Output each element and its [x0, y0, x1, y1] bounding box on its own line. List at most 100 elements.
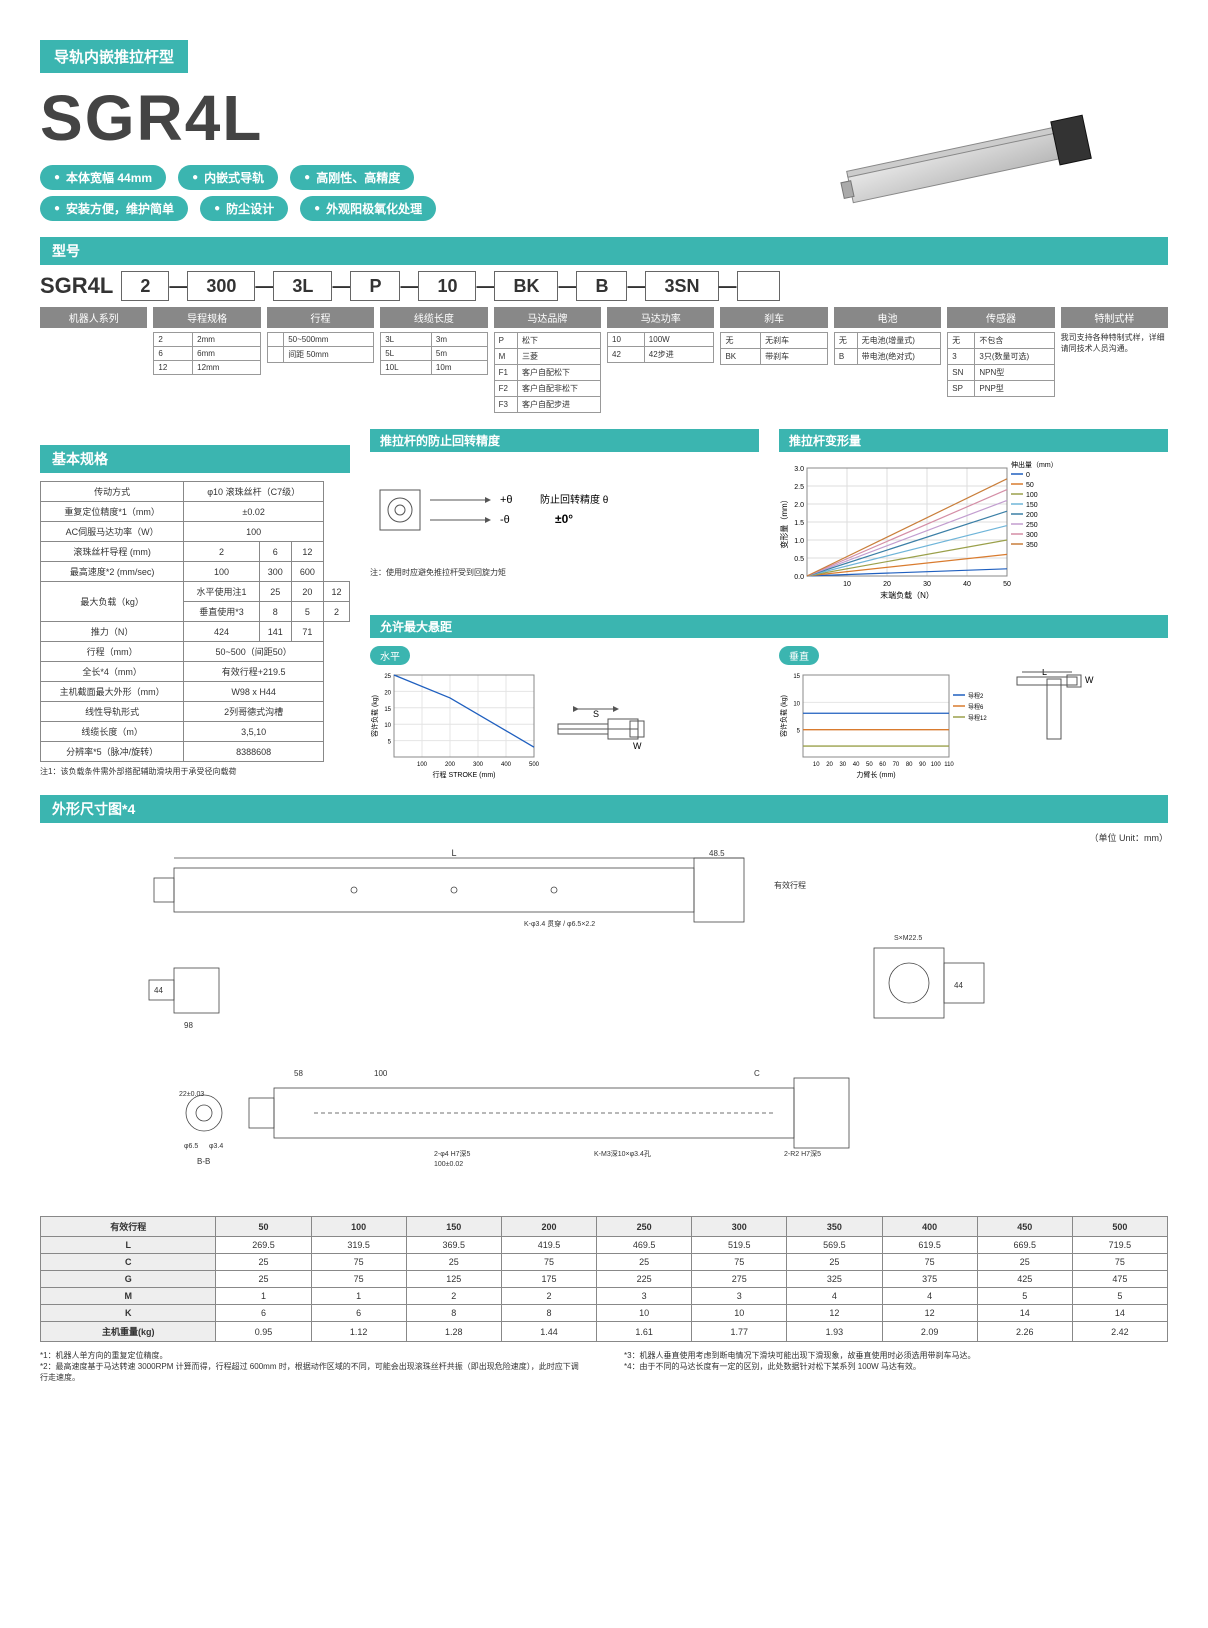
rotation-header: 推拉杆的防止回转精度: [370, 429, 759, 452]
svg-text:10: 10: [793, 701, 800, 707]
model-box: 10: [418, 271, 476, 301]
svg-text:15: 15: [793, 674, 800, 680]
feature-pill: 外观阳极氧化处理: [300, 196, 436, 221]
config-columns: 机器人系列导程规格22mm66mm1212mm行程50~500mm间距 50mm…: [40, 307, 1168, 413]
svg-text:W: W: [1085, 675, 1094, 685]
svg-text:+θ: +θ: [500, 494, 513, 506]
svg-text:300: 300: [1026, 532, 1038, 539]
svg-text:58: 58: [294, 1069, 303, 1078]
svg-text:20: 20: [883, 581, 891, 588]
vert-chart: 51015102030405060708090100110导程2导程6导程12力…: [779, 669, 999, 779]
svg-text:容许负载 (kg): 容许负载 (kg): [779, 695, 788, 737]
config-mini-table: 10100W4242步进: [607, 332, 714, 363]
svg-text:力臂长 (mm): 力臂长 (mm): [856, 770, 895, 779]
config-col-header: 马达品牌: [494, 307, 601, 328]
model-box: 300: [187, 271, 255, 301]
svg-text:50: 50: [866, 762, 873, 768]
svg-text:10: 10: [384, 723, 391, 729]
config-col-header: 行程: [267, 307, 374, 328]
model-box: B: [576, 271, 627, 301]
rotation-diagram: +θ -θ 防止回转精度 θ ±0°: [370, 460, 630, 560]
svg-text:20: 20: [384, 690, 391, 696]
svg-text:30: 30: [923, 581, 931, 588]
svg-text:2-R2 H7深5: 2-R2 H7深5: [784, 1149, 821, 1158]
svg-text:S×M22.5: S×M22.5: [894, 935, 922, 942]
svg-text:100±0.02: 100±0.02: [434, 1161, 463, 1168]
svg-text:500: 500: [529, 762, 540, 768]
svg-text:防止回转精度 θ: 防止回转精度 θ: [540, 493, 609, 506]
svg-text:20: 20: [826, 762, 833, 768]
svg-text:10: 10: [843, 581, 851, 588]
svg-text:φ6.5: φ6.5: [184, 1143, 198, 1150]
svg-text:110: 110: [944, 762, 954, 768]
config-mini-table: 50~500mm间距 50mm: [267, 332, 374, 363]
svg-text:K-M3深10×φ3.4孔: K-M3深10×φ3.4孔: [594, 1149, 651, 1158]
svg-text:-θ: -θ: [500, 514, 510, 526]
svg-text:B-B: B-B: [197, 1157, 210, 1166]
config-mini-table: 无不包含33只(数量可选)SNNPN型SPPNP型: [947, 332, 1054, 397]
model-box: [737, 271, 780, 301]
config-col-header: 马达功率: [607, 307, 714, 328]
model-box: 3L: [273, 271, 332, 301]
svg-text:导程12: 导程12: [968, 714, 987, 722]
config-col-header: 导程规格: [153, 307, 260, 328]
svg-text:350: 350: [1026, 542, 1038, 549]
svg-text:300: 300: [473, 762, 484, 768]
svg-text:L: L: [1042, 669, 1047, 677]
rotation-note: 注：使用时应避免推拉杆受到回旋力矩: [370, 567, 759, 578]
feature-pill: 防尘设计: [200, 196, 288, 221]
svg-text:30: 30: [839, 762, 846, 768]
svg-text:100: 100: [1026, 492, 1038, 499]
dims-header: 外形尺寸图*4: [40, 795, 1168, 823]
svg-text:250: 250: [1026, 522, 1038, 529]
svg-text:2-φ4 H7深5: 2-φ4 H7深5: [434, 1149, 471, 1158]
svg-text:40: 40: [853, 762, 860, 768]
svg-text:100: 100: [374, 1069, 388, 1078]
svg-text:50: 50: [1003, 581, 1011, 588]
vert-tag: 垂直: [779, 646, 819, 665]
svg-text:C: C: [754, 1069, 760, 1078]
specs-table: 传动方式φ10 滚珠丝杆（C7级）重复定位精度*1（mm）±0.02AC伺服马达…: [40, 481, 350, 762]
svg-text:行程 STROKE (mm): 行程 STROKE (mm): [433, 770, 496, 779]
config-mini-table: 3L3m5L5m10L10m: [380, 332, 487, 375]
svg-text:K-φ3.4 贯穿 / φ6.5×2.2: K-φ3.4 贯穿 / φ6.5×2.2: [524, 919, 595, 928]
config-mini-table: P松下M三菱F1客户自配松下F2客户自配非松下F3客户自配步进: [494, 332, 601, 413]
svg-text:±0°: ±0°: [555, 512, 573, 526]
svg-text:44: 44: [954, 981, 963, 990]
model-code-row: SGR4L 2—300—3L—P—10—BK—B—3SN—: [40, 273, 1168, 299]
config-col-header: 电池: [834, 307, 941, 328]
svg-text:70: 70: [893, 762, 900, 768]
title-bar: 导轨内嵌推拉杆型: [40, 40, 188, 73]
svg-text:50: 50: [1026, 482, 1034, 489]
svg-text:容许负载 (kg): 容许负载 (kg): [370, 695, 379, 737]
svg-text:2.5: 2.5: [794, 484, 804, 491]
svg-text:有效行程: 有效行程: [774, 880, 806, 890]
svg-text:变形量（mm）: 变形量（mm）: [779, 495, 789, 548]
product-image: [828, 90, 1108, 240]
feature-pill: 本体宽幅 44mm: [40, 165, 166, 190]
svg-text:导程2: 导程2: [968, 692, 984, 700]
model-box: BK: [494, 271, 558, 301]
specs-note: 注1：该负载条件需外部搭配辅助滑块用于承受径向载荷: [40, 766, 350, 777]
svg-text:100: 100: [417, 762, 428, 768]
svg-text:导程6: 导程6: [968, 703, 984, 711]
svg-text:200: 200: [1026, 512, 1038, 519]
svg-text:S: S: [593, 709, 599, 719]
specs-header: 基本规格: [40, 445, 350, 473]
svg-text:5: 5: [388, 740, 392, 746]
dims-unit: （单位 Unit：mm）: [40, 831, 1168, 844]
feature-pill: 高刚性、高精度: [290, 165, 414, 190]
deform-chart: 0.00.51.01.52.02.53.01020304050050100150…: [779, 460, 1079, 600]
svg-text:10: 10: [813, 762, 820, 768]
svg-text:1.0: 1.0: [794, 538, 804, 545]
svg-text:15: 15: [384, 707, 391, 713]
horiz-schematic: S W: [548, 669, 668, 749]
overhang-header: 允许最大悬距: [370, 615, 1168, 638]
model-box: 3SN: [645, 271, 718, 301]
svg-text:3.0: 3.0: [794, 466, 804, 473]
config-mini-table: 无无刹车BK带刹车: [720, 332, 827, 365]
config-col-header: 刹车: [720, 307, 827, 328]
svg-text:98: 98: [184, 1021, 193, 1030]
svg-text:80: 80: [906, 762, 913, 768]
config-col-header: 传感器: [947, 307, 1054, 328]
